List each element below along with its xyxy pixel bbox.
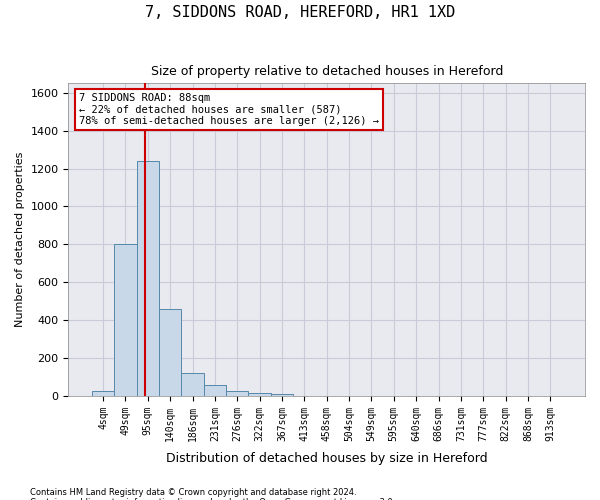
Y-axis label: Number of detached properties: Number of detached properties	[15, 152, 25, 328]
Bar	[271, 394, 293, 396]
Title: Size of property relative to detached houses in Hereford: Size of property relative to detached ho…	[151, 65, 503, 78]
X-axis label: Distribution of detached houses by size in Hereford: Distribution of detached houses by size …	[166, 452, 488, 465]
Bar	[114, 244, 137, 396]
Bar	[248, 393, 271, 396]
Text: 7 SIDDONS ROAD: 88sqm
← 22% of detached houses are smaller (587)
78% of semi-det: 7 SIDDONS ROAD: 88sqm ← 22% of detached …	[79, 92, 379, 126]
Text: 7, SIDDONS ROAD, HEREFORD, HR1 1XD: 7, SIDDONS ROAD, HEREFORD, HR1 1XD	[145, 5, 455, 20]
Text: Contains HM Land Registry data © Crown copyright and database right 2024.: Contains HM Land Registry data © Crown c…	[30, 488, 356, 497]
Text: Contains public sector information licensed under the Open Government Licence v3: Contains public sector information licen…	[30, 498, 395, 500]
Bar	[137, 161, 159, 396]
Bar	[226, 391, 248, 396]
Bar	[92, 391, 114, 396]
Bar	[181, 373, 204, 396]
Bar	[159, 309, 181, 396]
Bar	[204, 386, 226, 396]
